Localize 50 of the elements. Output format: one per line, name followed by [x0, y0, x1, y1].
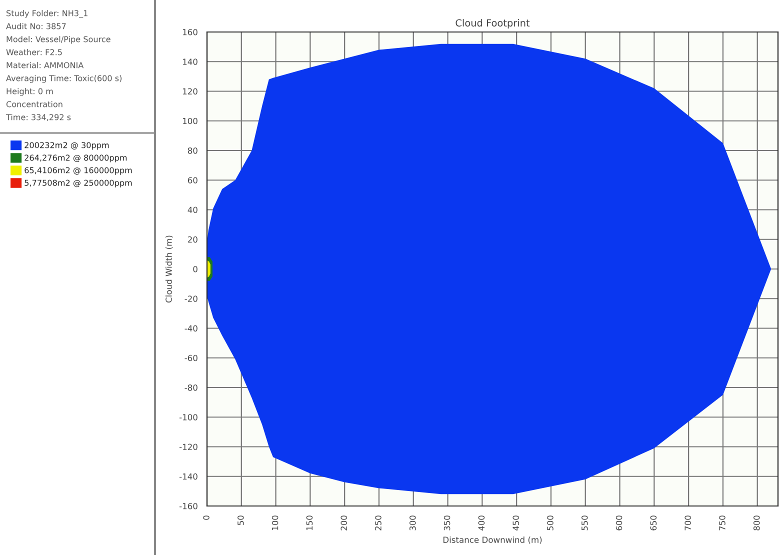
x-axis-title: Distance Downwind (m)	[443, 536, 542, 544]
text: Audit No: 3857	[6, 23, 66, 30]
x-tick-label: 650	[650, 516, 657, 530]
y-tick-label: -120	[179, 444, 198, 450]
text: Height: 0 m	[6, 88, 53, 96]
x-tick-label: 0	[203, 516, 210, 520]
y-tick-label: 160	[182, 28, 198, 36]
x-tick-label: 50	[238, 516, 244, 525]
y-tick-label: 60	[188, 177, 198, 184]
text: Material: AMMONIA	[6, 62, 84, 68]
y-tick-label: 20	[188, 236, 198, 243]
y-tick-label: -160	[179, 502, 198, 510]
y-tick-label: -80	[184, 384, 198, 391]
y-tick-label: 0	[193, 266, 198, 272]
x-tick-label: 100	[272, 516, 278, 530]
x-tick-label: 550	[581, 516, 588, 530]
x-tick-label: 300	[410, 516, 416, 530]
x-tick-label: 150	[306, 516, 313, 530]
x-tick-label: 500	[547, 516, 554, 530]
legend-label: 200232m2 @ 30ppm	[24, 142, 109, 150]
y-axis-title: Cloud Width (m)	[165, 236, 173, 302]
legend-label: 65,4106m2 @ 160000ppm	[24, 167, 132, 175]
legend-label: 264,276m2 @ 80000ppm	[24, 154, 127, 162]
x-tick-label: 800	[753, 516, 760, 530]
y-tick-label: 100	[182, 118, 198, 124]
x-tick-label: 450	[512, 516, 519, 531]
y-tick-label: 120	[182, 88, 198, 95]
text: Averaging Time: Toxic(600 s)	[6, 75, 122, 83]
x-tick-label: 250	[375, 516, 382, 530]
y-tick-label: -20	[184, 296, 198, 302]
text: Time: 334,292 s	[6, 114, 71, 122]
y-tick-label: -140	[179, 473, 198, 480]
x-tick-label: 200	[340, 516, 348, 530]
x-tick-label: 700	[684, 516, 691, 530]
y-tick-label: -40	[184, 325, 198, 332]
y-tick-label: -100	[179, 414, 198, 420]
text: Model: Vessel/Pipe Source	[6, 36, 110, 44]
x-tick-label: 750	[719, 516, 726, 530]
chart-title: Cloud Footprint	[456, 19, 530, 28]
legend-label: 5,77508m2 @ 250000ppm	[24, 180, 132, 188]
y-tick-label: 40	[188, 206, 198, 214]
text: Concentration	[6, 101, 62, 108]
y-tick-label: -60	[184, 354, 198, 362]
x-tick-label: 350	[444, 516, 450, 530]
y-tick-label: 140	[182, 58, 198, 65]
y-tick-label: 80	[188, 147, 198, 154]
x-tick-label: 600	[616, 516, 622, 530]
text: Weather: F2.5	[6, 49, 62, 56]
text: Study Folder: NH3_1	[6, 10, 88, 18]
x-tick-label: 400	[478, 516, 485, 531]
